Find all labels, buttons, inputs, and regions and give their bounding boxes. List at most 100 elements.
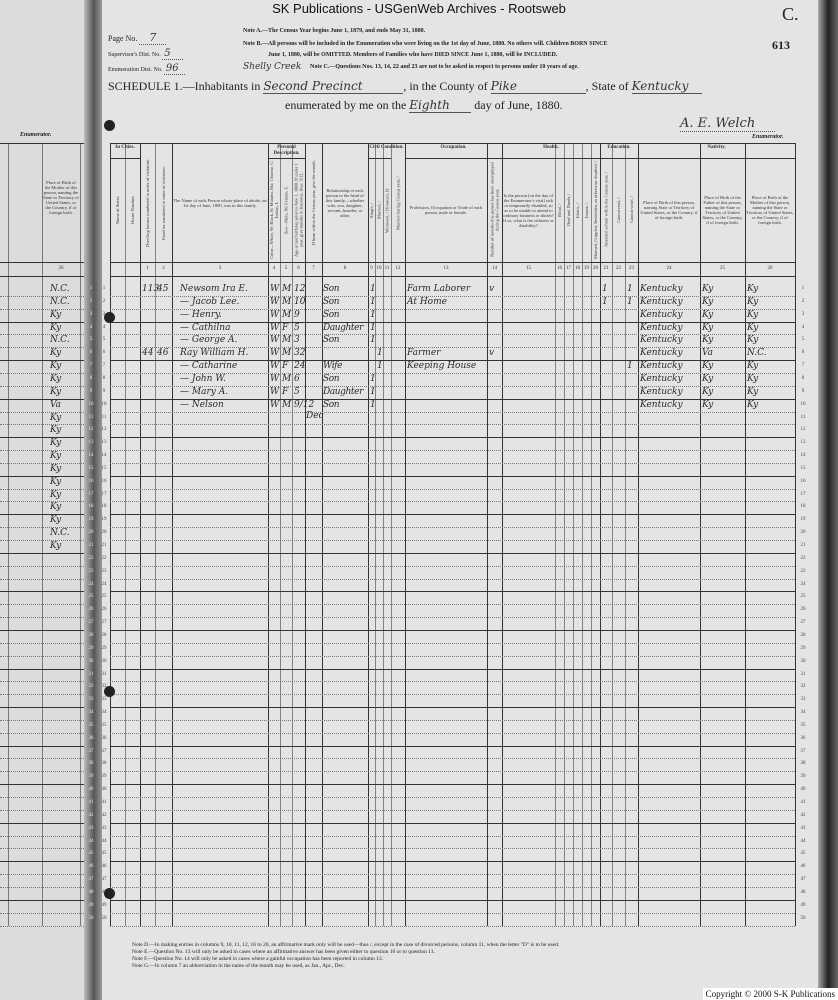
left-enumerator-label: Enumerator. — [20, 132, 52, 138]
page-number-value: 7 — [139, 31, 167, 45]
row-rule — [0, 629, 84, 631]
archive-banner: SK Publications - USGenWeb Archives - Ro… — [272, 1, 566, 16]
binder-hole — [104, 888, 115, 899]
cell-name: — Cathilna — [180, 322, 231, 333]
supervisor-district-label: Supervisor's Dist. No. — [108, 52, 161, 58]
row-rule — [0, 719, 84, 721]
cell-father: Ky — [702, 284, 714, 294]
cell-cannot-write: 1 — [627, 361, 633, 372]
cell-sex: M — [282, 348, 292, 359]
line-number: 6 — [89, 350, 93, 356]
line-number: 45 — [800, 851, 806, 857]
cell-cannot-write: 1 — [627, 284, 633, 294]
line-number: 10 — [101, 401, 107, 407]
cell-birth: Kentucky — [640, 296, 683, 307]
line-number: 1 — [102, 286, 106, 291]
row-rule — [0, 411, 84, 413]
cell-birth: Kentucky — [640, 309, 683, 320]
line-number: 45 — [88, 851, 94, 857]
group-header-nativity: Nativity. — [707, 145, 726, 150]
supervisor-district-field: Supervisor's Dist. No. 5 — [108, 48, 183, 61]
left-page-mother-birthplace: Ky — [50, 361, 62, 372]
line-number: 10 — [88, 401, 94, 407]
column-divider — [600, 143, 601, 926]
line-number: 21 — [800, 543, 806, 548]
column-header: If born within the Census year, give the… — [311, 160, 316, 246]
left-page-mother-birthplace: Ky — [50, 541, 62, 551]
group-rule — [502, 158, 600, 159]
line-number: 16 — [88, 478, 94, 484]
line-number: 17 — [800, 491, 806, 497]
row-rule — [0, 450, 84, 452]
line-number: 47 — [101, 877, 107, 883]
column-divider — [42, 143, 43, 926]
row-rule — [110, 668, 795, 670]
line-number: 12 — [800, 427, 806, 433]
cell-sex: F — [282, 361, 289, 372]
column-header: Attended school within the Census year, … — [603, 172, 609, 248]
cell-name: — George A. — [180, 335, 238, 346]
row-rule — [110, 308, 795, 310]
line-number: 26 — [800, 607, 806, 613]
cell-name: — Mary A. — [180, 386, 229, 397]
cell-father: Ky — [702, 296, 714, 307]
row-rule — [110, 861, 795, 863]
cell-month: Dec — [306, 411, 324, 422]
line-number: 29 — [800, 645, 806, 651]
row-rule — [0, 745, 84, 747]
enumerator-signature: A. E. Welch — [680, 116, 775, 132]
row-rule — [110, 629, 795, 631]
row-rule — [0, 642, 84, 644]
left-page-mother-birthplace: Ky — [50, 373, 62, 384]
line-number: 49 — [88, 902, 94, 908]
line-number: 44 — [800, 838, 806, 844]
cell-mother: Ky — [747, 284, 759, 294]
column-number: 12 — [395, 266, 401, 271]
line-number: 44 — [88, 838, 94, 844]
line-number: 5 — [89, 337, 93, 343]
row-rule — [0, 347, 84, 349]
supervisor-district-value: 5 — [162, 48, 183, 60]
row-rule — [110, 797, 795, 798]
column-divider — [110, 143, 111, 926]
column-header: Maimed, Crippled, Bedridden, or otherwis… — [593, 160, 598, 260]
row-rule — [0, 694, 84, 696]
row-rule — [110, 591, 795, 593]
line-number: 12 — [101, 427, 107, 433]
column-divider — [612, 143, 613, 926]
line-number: 40 — [800, 787, 806, 793]
left-page-mother-birthplace: Ky — [50, 322, 62, 333]
line-number: 35 — [88, 722, 94, 728]
line-number: 31 — [800, 671, 806, 677]
copyright-notice: Copyright © 2000 S-K Publications — [702, 988, 838, 1000]
row-rule — [110, 488, 795, 490]
line-number: 8 — [89, 375, 93, 381]
column-header: Is the person [on the day of the Enumera… — [503, 192, 554, 228]
cell-relationship: Son — [323, 309, 340, 320]
cell-color: W — [270, 296, 280, 307]
line-number: 16 — [800, 478, 806, 484]
column-divider — [487, 143, 488, 926]
left-page-mother-birthplace: Ky — [50, 463, 62, 474]
line-number: 34 — [800, 710, 806, 716]
left-page-mother-birthplace: Ky — [50, 386, 62, 397]
line-number: 27 — [800, 620, 806, 626]
column-divider — [125, 143, 126, 926]
schedule-line: SCHEDULE 1.—Inhabitants in Second Precin… — [108, 79, 702, 94]
header-rule — [0, 276, 84, 277]
column-divider — [268, 143, 269, 926]
left-page-mother-birthplace: Ky — [50, 502, 62, 513]
left-page-mother-birthplace: Ky — [50, 438, 62, 449]
column-divider — [555, 143, 556, 926]
column-divider — [368, 143, 369, 926]
line-number: 47 — [800, 877, 806, 883]
cell-father: Ky — [702, 322, 714, 333]
cell-age: 12 — [294, 284, 306, 294]
group-rule — [638, 158, 795, 159]
row-rule — [0, 578, 84, 580]
column-divider — [280, 143, 281, 926]
left-page-mother-birthplace: Ky — [50, 348, 62, 359]
line-number: 2 — [102, 298, 106, 304]
row-rule — [110, 424, 795, 426]
column-header: The Name of each Person whose place of a… — [173, 198, 267, 208]
